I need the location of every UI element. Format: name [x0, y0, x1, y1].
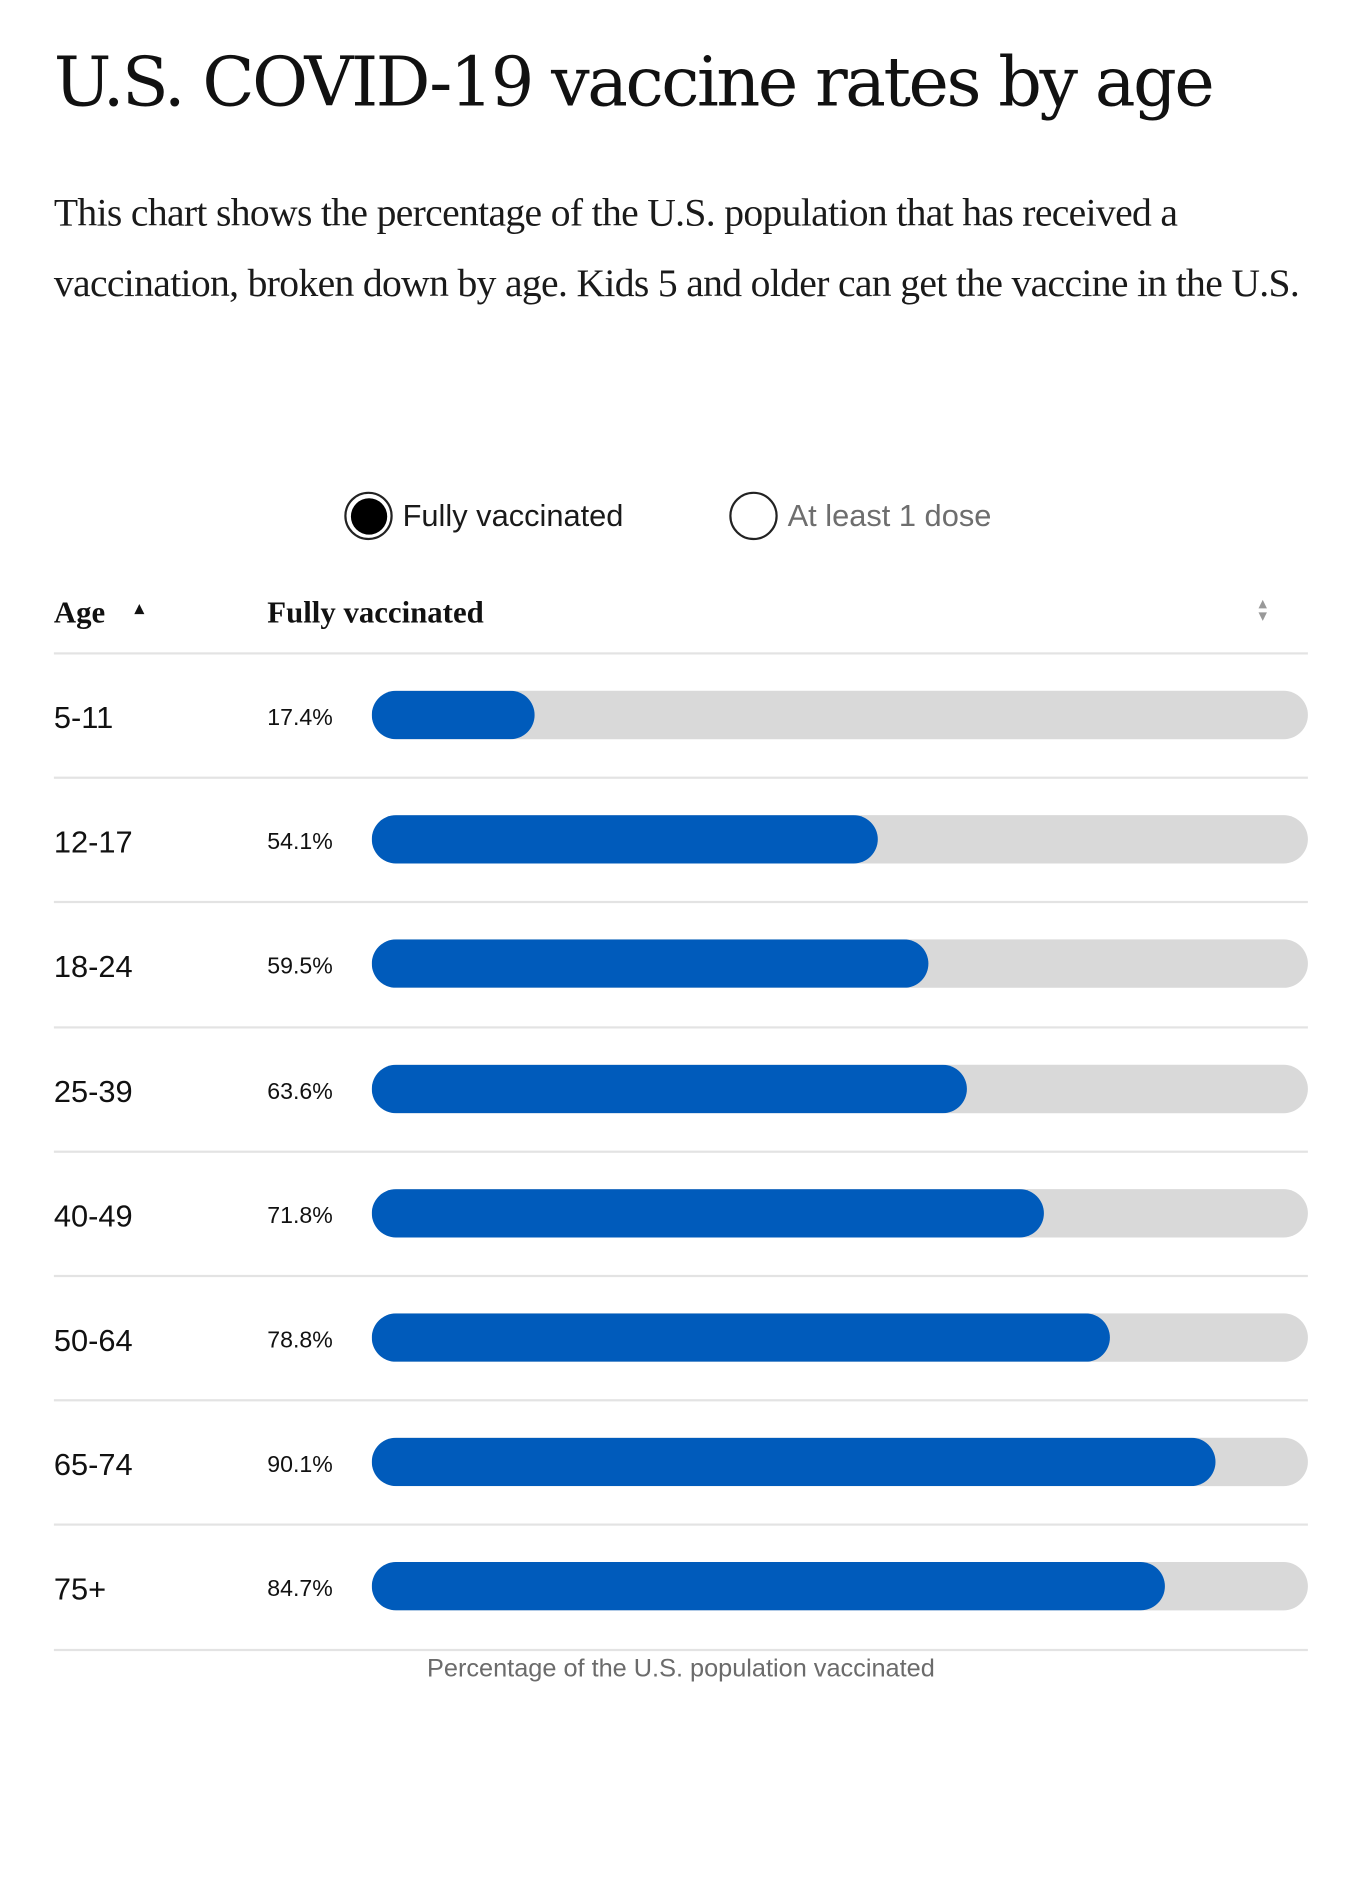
value-label: 84.7% — [267, 1576, 333, 1602]
value-label: 59.5% — [267, 954, 333, 980]
value-label: 63.6% — [267, 1078, 333, 1104]
bar-track — [371, 1562, 1308, 1611]
radio-dot — [350, 497, 387, 535]
age-label: 50-64 — [53, 1323, 133, 1358]
chart-description: This chart shows the percentage of the U… — [53, 190, 1300, 305]
bar — [371, 1562, 1165, 1611]
bar — [371, 1313, 1110, 1362]
bar-track — [371, 815, 1308, 864]
age-label: 65-74 — [53, 1447, 133, 1482]
value-label: 71.8% — [267, 1203, 333, 1229]
table-row: 75+ 84.7% — [53, 1526, 1308, 1651]
sort-icon[interactable]: ▲ ▼ — [1258, 598, 1268, 623]
bar-track — [371, 1188, 1308, 1238]
table-row: 50-64 78.8% — [53, 1277, 1308, 1402]
bar — [371, 1064, 968, 1113]
table-row: 65-74 90.1% — [53, 1402, 1308, 1527]
fully-vaccinated-toggle-label: Fully vaccinated — [402, 498, 624, 533]
bar — [371, 939, 929, 989]
age-label: 40-49 — [53, 1198, 133, 1233]
bar-track — [371, 939, 1308, 989]
value-label: 17.4% — [267, 705, 333, 731]
axis-caption: Percentage of the U.S. population vaccin… — [427, 1653, 935, 1682]
bar-track — [371, 1437, 1308, 1487]
table-row: 25-39 63.6% — [53, 1028, 1308, 1153]
bar — [371, 1437, 1216, 1487]
age-column-header[interactable]: Age — [53, 596, 106, 631]
sort-ascending-icon[interactable]: ▲ — [134, 600, 145, 616]
radio-unselected-icon — [729, 491, 778, 541]
value-label: 78.8% — [267, 1327, 333, 1353]
table-row: 5-11 17.4% — [53, 655, 1308, 780]
at-least-one-dose-toggle[interactable]: At least 1 dose — [729, 488, 991, 543]
bar-rows: 5-11 17.4% 12-17 54.1% 18-24 59.5% 25-39 63.6% 4… — [53, 655, 1308, 1651]
value-label: 54.1% — [267, 829, 333, 855]
age-label: 25-39 — [53, 1074, 133, 1109]
radio-selected-icon — [344, 491, 393, 541]
bar-track — [371, 1064, 1308, 1113]
bar — [371, 690, 535, 740]
bar — [371, 815, 879, 864]
at-least-one-dose-toggle-label: At least 1 dose — [787, 498, 992, 533]
bar — [371, 1188, 1044, 1238]
table-row: 40-49 71.8% — [53, 1153, 1308, 1278]
table-row: 12-17 54.1% — [53, 779, 1308, 904]
bar-track — [371, 690, 1308, 740]
header-divider — [53, 652, 1308, 655]
page-title: U.S. COVID-19 vaccine rates by age — [53, 41, 1215, 123]
table-row: 18-24 59.5% — [53, 904, 1308, 1029]
age-label: 18-24 — [53, 949, 133, 984]
age-label: 12-17 — [53, 825, 133, 860]
value-label: 90.1% — [267, 1452, 333, 1478]
fully-vaccinated-toggle[interactable]: Fully vaccinated — [344, 488, 623, 543]
age-label: 5-11 — [53, 700, 114, 735]
value-column-header: Fully vaccinated — [267, 596, 484, 631]
bar-track — [371, 1313, 1308, 1362]
age-label: 75+ — [53, 1572, 107, 1607]
